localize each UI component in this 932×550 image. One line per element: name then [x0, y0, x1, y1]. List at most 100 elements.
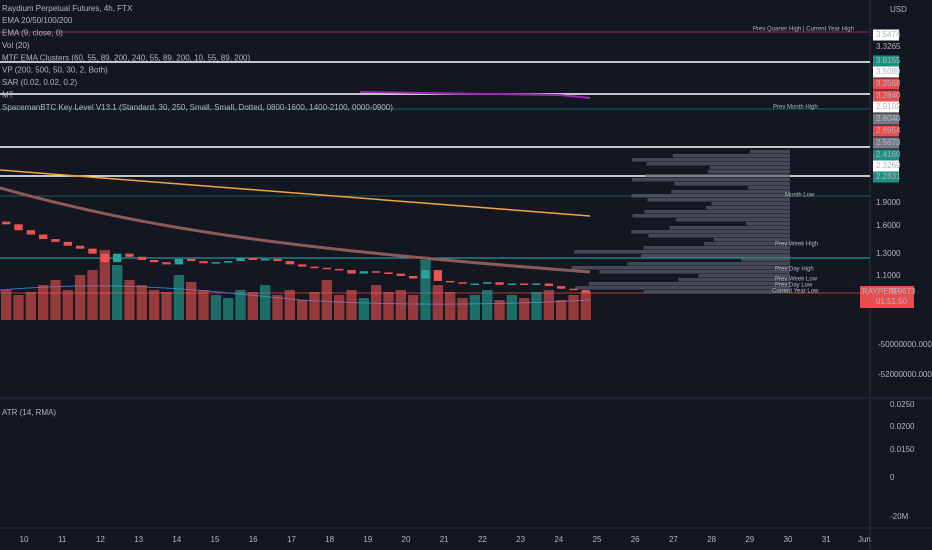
- profile-bar: [706, 206, 790, 210]
- volume-bar: [25, 292, 36, 320]
- volume-bar: [235, 290, 246, 320]
- candle: [39, 234, 48, 240]
- volume-bar: [543, 290, 554, 320]
- price-label: 1.9000: [876, 198, 901, 207]
- level-label: Prev Day High: [775, 267, 814, 273]
- price-label-bg: [873, 55, 899, 67]
- profile-bar: [599, 270, 790, 274]
- volume-bar: [284, 290, 295, 320]
- volume-bar: [556, 300, 567, 320]
- candle: [507, 283, 516, 285]
- price-label-bg: [873, 160, 899, 172]
- volume-bar: [371, 285, 382, 320]
- level-label: Prev Quarter High | Current Year High: [753, 27, 854, 33]
- indicator-line: [359, 91, 591, 99]
- atr-legend: ATR (14, RMA): [2, 408, 56, 417]
- candle: [125, 253, 134, 257]
- volume-bar: [149, 290, 160, 320]
- date-label: 16: [249, 535, 258, 544]
- atr-axis-label: -20M: [890, 512, 909, 521]
- atr-axis-label: 0.0200: [890, 422, 915, 431]
- volume-bar: [432, 285, 443, 320]
- profile-bar: [713, 238, 790, 242]
- profile-bar: [645, 174, 790, 178]
- legend-item: SAR (0.02, 0.02, 0.2): [2, 78, 77, 87]
- price-label: 2.8040: [876, 114, 901, 123]
- price-tag-bg: [860, 286, 914, 308]
- candle: [396, 273, 405, 276]
- volume-bar: [494, 300, 505, 320]
- candle: [372, 271, 381, 273]
- candle: [581, 290, 590, 294]
- price-tag-symbol: RAYPERP: [862, 287, 900, 296]
- volume-bar: [334, 295, 345, 320]
- volume-bar: [223, 298, 234, 320]
- labels: Raydium Perpetual Futures, 4h, FTX ATR (…: [2, 4, 932, 544]
- candle: [51, 239, 60, 242]
- price-label: 3.5089: [876, 67, 901, 76]
- date-label: 27: [669, 535, 678, 544]
- volume-bar: [50, 280, 61, 320]
- volume-bar: [297, 300, 308, 320]
- profile-bar: [709, 166, 790, 170]
- candle: [224, 261, 233, 263]
- date-label: 12: [96, 535, 105, 544]
- date-label: 10: [20, 535, 29, 544]
- price-label-bg: [873, 171, 899, 183]
- profile-bar: [631, 230, 790, 234]
- volume-bar: [469, 295, 480, 320]
- volume-bar: [112, 265, 123, 320]
- volume-bar: [309, 292, 320, 320]
- profile-bar: [631, 158, 790, 162]
- volume-bar: [198, 290, 209, 320]
- date-label: 15: [211, 535, 220, 544]
- profile-bar: [574, 250, 790, 254]
- candle: [88, 248, 97, 254]
- legend-item: EMA (9, close, 0): [2, 29, 63, 38]
- candle: [273, 258, 282, 262]
- price-label: 2.4160: [876, 150, 901, 159]
- candle: [483, 282, 492, 284]
- volume-bar: [186, 282, 197, 320]
- volume-bar: [272, 295, 283, 320]
- candle: [26, 230, 35, 235]
- volume-bar: [87, 270, 98, 320]
- profile-bar: [704, 242, 790, 246]
- candle: [532, 283, 541, 285]
- profile-bar: [644, 210, 790, 214]
- atr-axis-label: 0.0250: [890, 400, 915, 409]
- candle: [446, 280, 455, 283]
- price-tag-price: 0.9673: [891, 287, 916, 296]
- date-label: 28: [707, 535, 716, 544]
- candle: [520, 283, 529, 285]
- price-label-bg: [873, 78, 899, 90]
- legend-item: Vol (20): [2, 41, 30, 50]
- price-label-bg: [873, 29, 899, 41]
- volume-bar: [173, 275, 184, 320]
- date-label: 24: [554, 535, 563, 544]
- candle: [285, 261, 294, 265]
- volume-bar: [395, 290, 406, 320]
- price-tag-countdown: 01:51:50: [876, 297, 908, 306]
- profile-bar: [643, 246, 790, 250]
- atr-axis-label: 0.0150: [890, 445, 915, 454]
- date-label: 11: [58, 535, 67, 544]
- date-label: 21: [440, 535, 449, 544]
- volume-bar: [62, 290, 73, 320]
- profile-bar: [698, 274, 790, 278]
- candle: [261, 258, 270, 261]
- volume-bar: [13, 295, 24, 320]
- date-label: 31: [822, 535, 831, 544]
- price-label-bg: [873, 149, 899, 161]
- profile-bar: [641, 254, 790, 258]
- candle: [433, 270, 442, 281]
- level-label: Prev Month High: [773, 105, 818, 111]
- price-label-bg: [873, 101, 899, 113]
- volume-bar: [38, 285, 49, 320]
- price-label: 3.3568: [876, 79, 901, 88]
- candle: [113, 253, 122, 263]
- candle: [199, 261, 208, 264]
- currency: USD: [890, 5, 907, 14]
- legend-item: MT: [2, 91, 14, 100]
